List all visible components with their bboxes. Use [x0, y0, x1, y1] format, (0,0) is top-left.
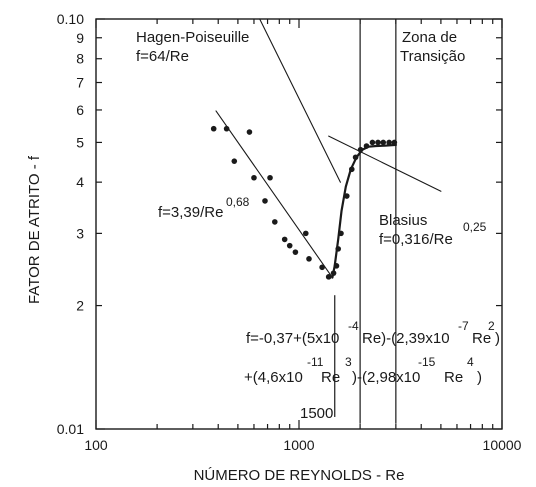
data-point [262, 198, 268, 204]
fit-line [259, 18, 341, 183]
data-point [231, 158, 238, 164]
x-tick-label: 10000 [483, 437, 522, 453]
fit-line [328, 135, 442, 192]
y-tick-label: 2 [76, 298, 84, 314]
transition-equation-line1-part1: f=-0,37+(5x10 [246, 330, 339, 347]
transition-equation-line2-exp2: 3 [345, 355, 352, 369]
x-axis-title: NÚMERO DE REYNOLDS - Re [194, 467, 405, 484]
hagen-poiseuille-equation: f=64/Re [136, 48, 189, 65]
x-tick-label: 100 [84, 437, 108, 453]
transition-equation-line2-part1: +(4,6x10 [244, 369, 303, 386]
zona-de-transicao-label-1: Zona de [402, 29, 457, 46]
data-point [306, 256, 312, 262]
data-point [386, 139, 392, 146]
transition-equation-line2-exp3: -15 [418, 355, 436, 369]
data-point [251, 174, 257, 181]
transition-equation-line2-part4: Re [444, 369, 463, 386]
re-1500-label: 1500 [300, 405, 333, 422]
transition-equation-line2-exp1: -11 [307, 355, 324, 369]
data-point [344, 193, 350, 199]
blasius-label: Blasius [379, 212, 427, 229]
hagen-poiseuille-label: Hagen-Poiseuille [136, 29, 249, 46]
fit-line [215, 110, 333, 279]
data-point [292, 249, 299, 255]
data-point [335, 246, 342, 252]
transition-equation-line2-part3: )-(2,98x10 [352, 369, 420, 386]
data-point [319, 264, 325, 271]
y-tick-label: 5 [76, 134, 84, 150]
data-point [333, 263, 340, 269]
y-tick-label: 9 [76, 30, 84, 46]
data-point [363, 143, 370, 149]
transition-equation-line1-part3: Re [472, 330, 491, 347]
data-point [325, 274, 332, 280]
y-axis-ticks: 0.01 2 3 4 5 6 7 8 9 0.10 [57, 11, 502, 437]
blasius-equation: f=0,316/Re [379, 231, 453, 248]
y-tick-label: 0.01 [57, 421, 84, 437]
x-tick-label: 1000 [283, 437, 314, 453]
data-point [369, 139, 376, 146]
transition-equation-line2-part5: ) [477, 369, 482, 386]
transition-equation-line1-part2: Re)-(2,39x10 [362, 330, 450, 347]
data-point [380, 139, 387, 146]
y-tick-label: 8 [76, 51, 84, 67]
data-point [223, 125, 230, 132]
laminar-fit-exponent: 0,68 [226, 195, 250, 209]
transition-equation-line2-part2: Re [321, 369, 340, 386]
transition-equation-line1-part4: ) [495, 330, 500, 347]
y-tick-label: 4 [76, 174, 84, 190]
y-tick-label: 0.10 [57, 11, 84, 27]
y-tick-label: 6 [76, 102, 84, 118]
y-axis-title: FATOR DE ATRITO - f [26, 155, 43, 304]
data-point [246, 129, 253, 135]
fit-lines [215, 18, 442, 279]
data-point [348, 166, 355, 173]
y-tick-label: 7 [76, 75, 84, 91]
data-point [357, 146, 364, 153]
y-tick-label: 3 [76, 225, 84, 241]
data-point [281, 236, 288, 243]
blasius-exponent: 0,25 [463, 220, 487, 234]
transition-equation-line1-exp2: -7 [458, 319, 469, 333]
data-point [210, 125, 217, 132]
data-point [267, 174, 273, 181]
laminar-fit-equation: f=3,39/Re [158, 204, 223, 221]
transition-equation-line2-exp4: 4 [467, 355, 474, 369]
data-point [330, 270, 337, 276]
data-point [352, 154, 359, 161]
data-point [272, 219, 278, 225]
data-point [375, 139, 381, 146]
zona-de-transicao-label-2: Transição [400, 48, 465, 65]
data-point [302, 230, 309, 237]
data-point [338, 230, 344, 237]
fit-line [331, 143, 397, 279]
data-point [286, 242, 293, 249]
data-point [391, 139, 398, 146]
transition-vertical-lines [334, 19, 397, 424]
data-points [210, 125, 398, 280]
transition-equation-line1-exp1: -4 [348, 319, 359, 333]
transition-equation-line1-exp3: 2 [488, 319, 495, 333]
